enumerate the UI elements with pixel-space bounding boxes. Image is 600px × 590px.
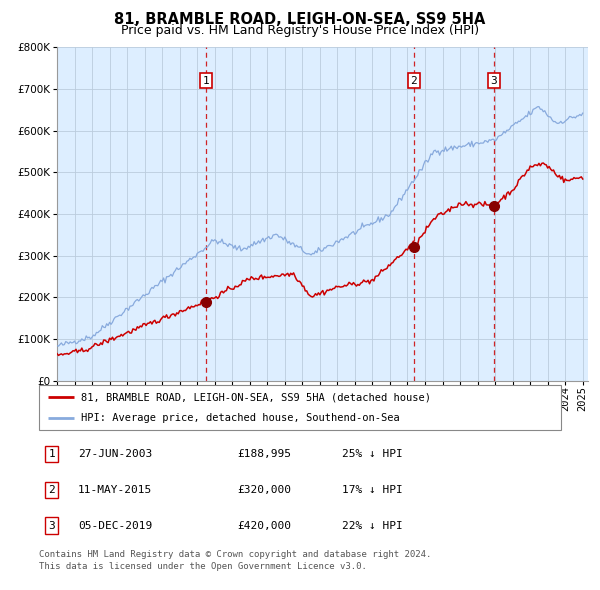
Text: Price paid vs. HM Land Registry's House Price Index (HPI): Price paid vs. HM Land Registry's House … [121,24,479,37]
Text: 1: 1 [49,449,55,459]
Text: 11-MAY-2015: 11-MAY-2015 [78,485,152,494]
Text: HPI: Average price, detached house, Southend-on-Sea: HPI: Average price, detached house, Sout… [81,412,400,422]
Text: 05-DEC-2019: 05-DEC-2019 [78,520,152,530]
Text: 81, BRAMBLE ROAD, LEIGH-ON-SEA, SS9 5HA (detached house): 81, BRAMBLE ROAD, LEIGH-ON-SEA, SS9 5HA … [81,392,431,402]
Text: 81, BRAMBLE ROAD, LEIGH-ON-SEA, SS9 5HA: 81, BRAMBLE ROAD, LEIGH-ON-SEA, SS9 5HA [115,12,485,27]
Text: £420,000: £420,000 [238,520,292,530]
Text: 3: 3 [49,520,55,530]
Text: 22% ↓ HPI: 22% ↓ HPI [342,520,403,530]
Text: 27-JUN-2003: 27-JUN-2003 [78,449,152,459]
Text: 2: 2 [410,76,418,86]
Text: 1: 1 [202,76,209,86]
Text: 3: 3 [490,76,497,86]
Text: £320,000: £320,000 [238,485,292,494]
Text: Contains HM Land Registry data © Crown copyright and database right 2024.
This d: Contains HM Land Registry data © Crown c… [39,550,431,571]
Text: 2: 2 [49,485,55,494]
Text: 17% ↓ HPI: 17% ↓ HPI [342,485,403,494]
Text: 25% ↓ HPI: 25% ↓ HPI [342,449,403,459]
Text: £188,995: £188,995 [238,449,292,459]
